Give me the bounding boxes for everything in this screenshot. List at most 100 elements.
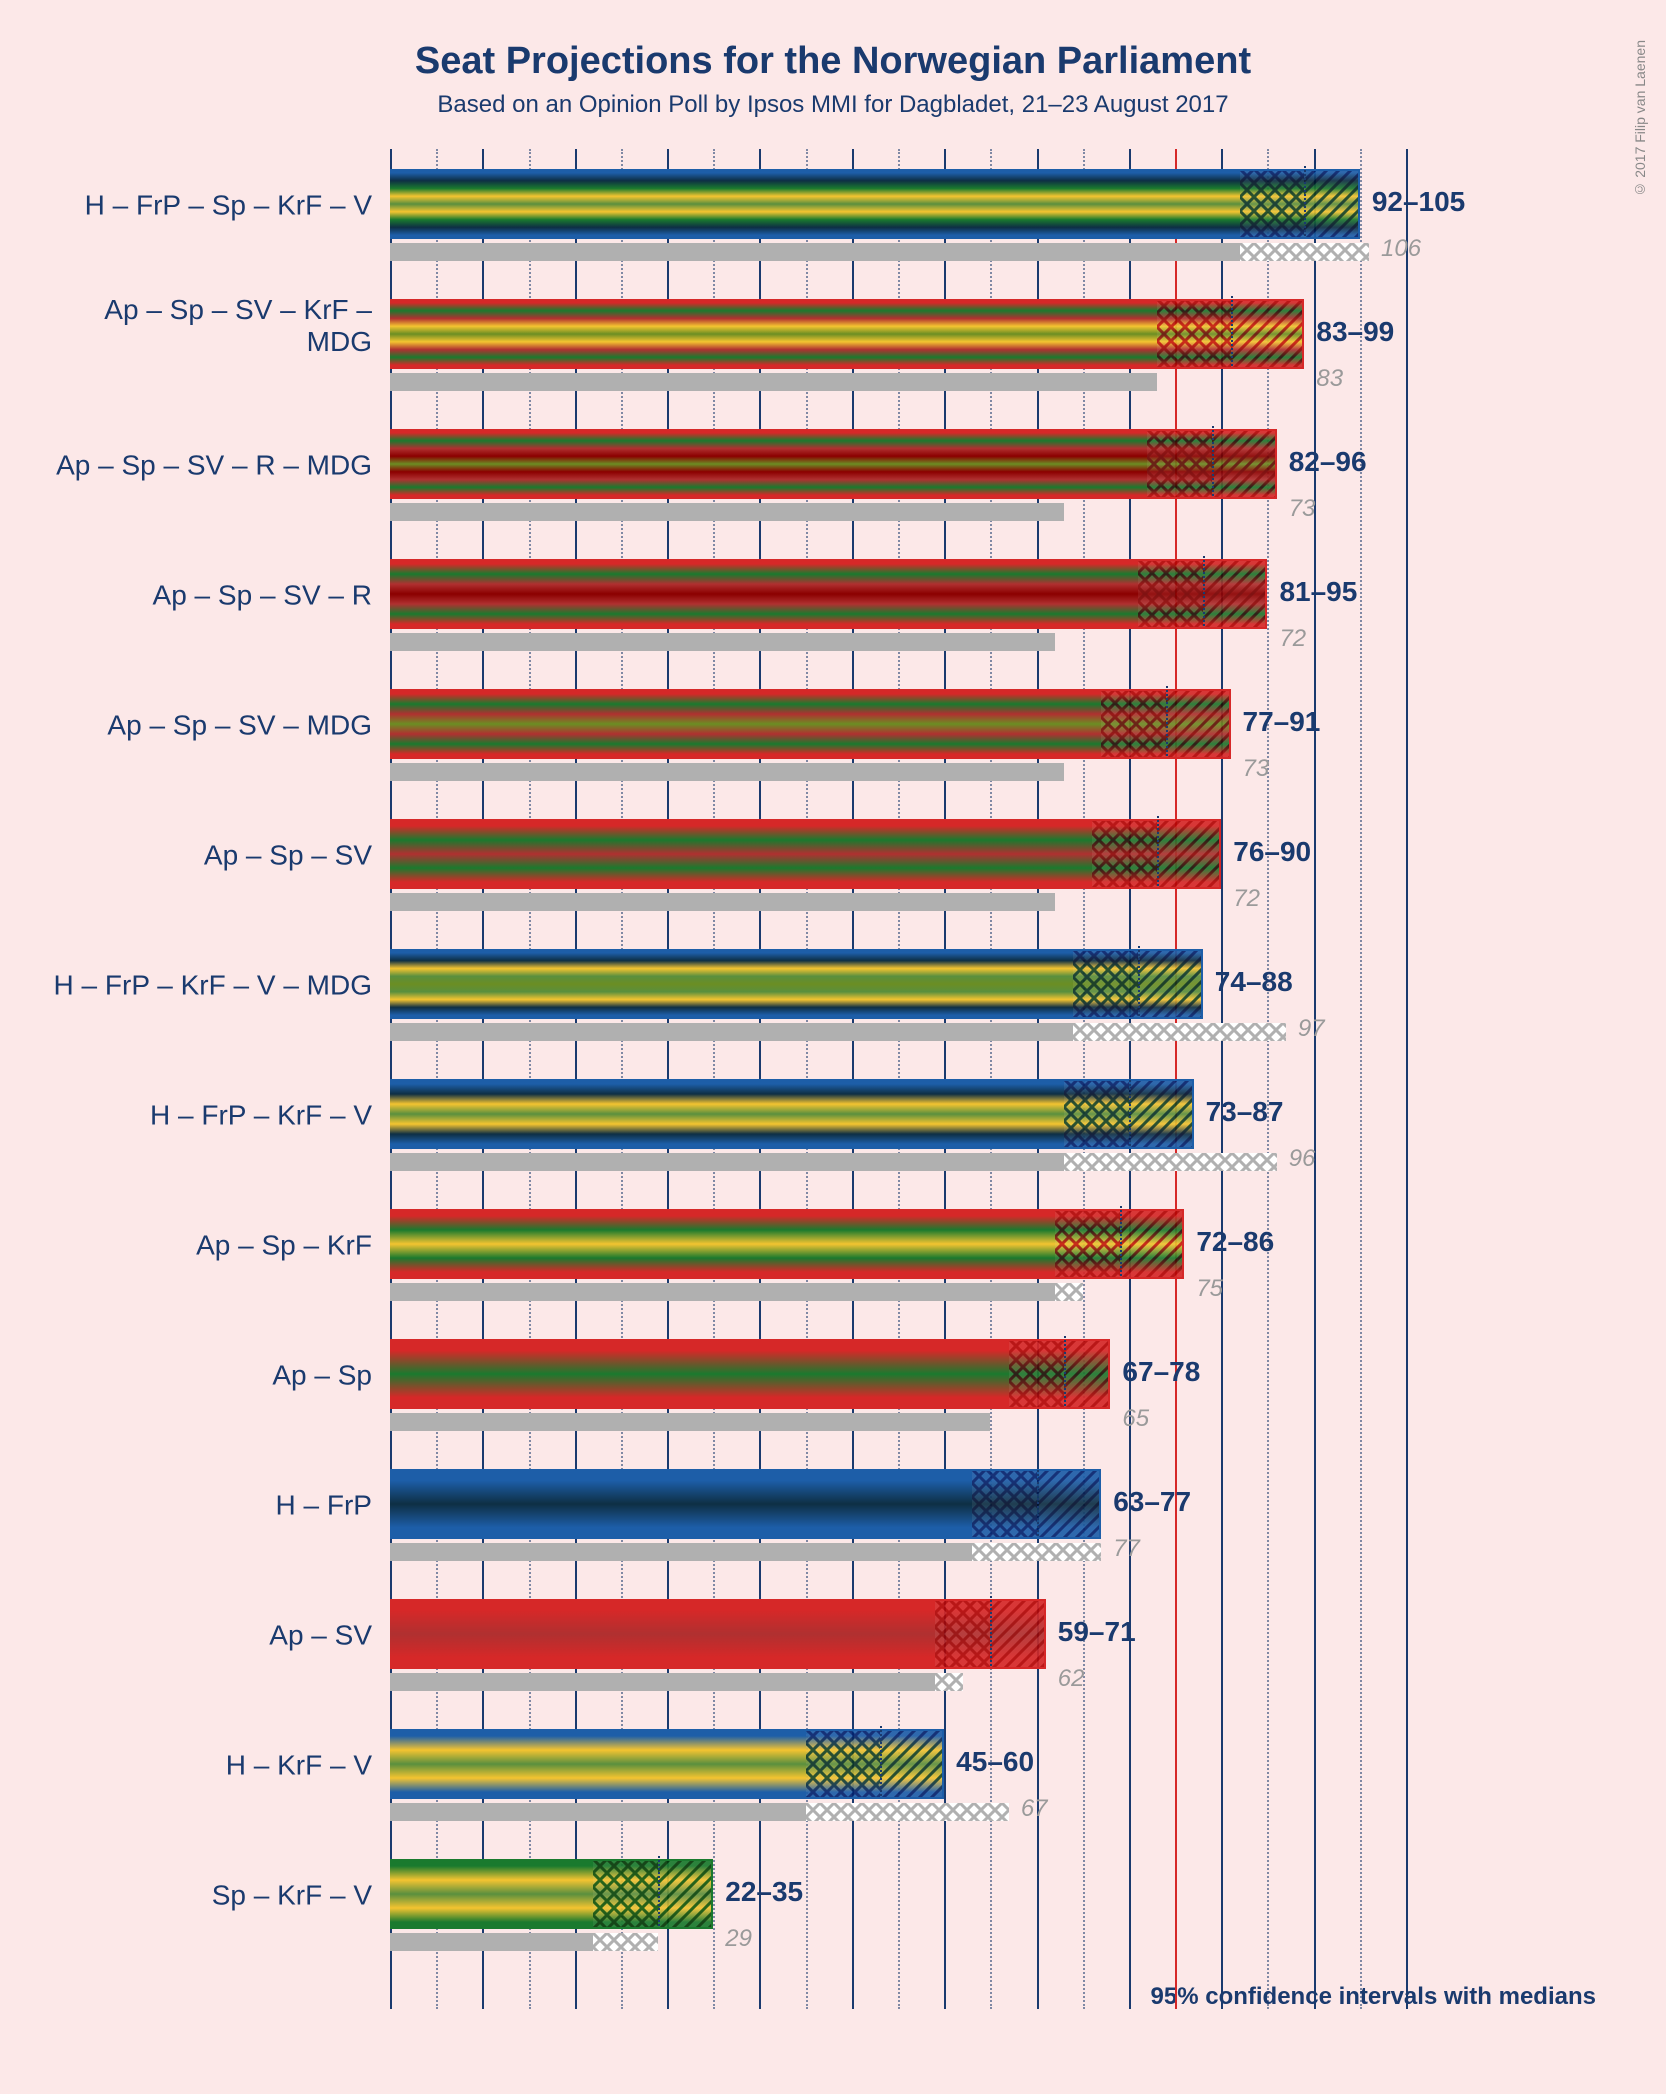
prev-bar-hatched [1240, 243, 1369, 261]
range-value: 83–99 [1316, 316, 1394, 348]
bar-outline [390, 1209, 1184, 1279]
prev-value: 96 [1289, 1145, 1316, 1173]
coalition-label: Ap – Sp [50, 1359, 380, 1391]
coalition-label: Ap – Sp – SV [50, 839, 380, 871]
median-tick [1138, 946, 1140, 1016]
prev-value: 72 [1233, 885, 1260, 913]
median-tick [1129, 1076, 1131, 1146]
median-tick [1157, 816, 1159, 886]
prev-bar-solid [390, 1413, 990, 1431]
prev-bar-hatched [1073, 1023, 1285, 1041]
coalition-label: H – FrP – KrF – V [50, 1099, 380, 1131]
prev-value: 67 [1021, 1795, 1048, 1823]
prev-bar-solid [390, 1803, 806, 1821]
bar-outline [390, 1599, 1046, 1669]
chart-plot-area: 95% confidence intervals with medians H … [390, 149, 1406, 2009]
prev-bar-solid [390, 633, 1055, 651]
coalition-label: Ap – SV [50, 1619, 380, 1651]
coalition-row: Ap – Sp67–7865 [390, 1339, 1406, 1431]
prev-bar-solid [390, 763, 1064, 781]
coalition-label: H – FrP [50, 1489, 380, 1521]
coalition-row: Ap – Sp – KrF72–8675 [390, 1209, 1406, 1301]
prev-value: 83 [1316, 365, 1343, 393]
range-value: 92–105 [1372, 186, 1465, 218]
range-value: 77–91 [1243, 706, 1321, 738]
range-value: 76–90 [1233, 836, 1311, 868]
prev-value: 72 [1279, 625, 1306, 653]
prev-bar-solid [390, 243, 1240, 261]
bar-outline [390, 949, 1203, 1019]
range-value: 63–77 [1113, 1486, 1191, 1518]
median-tick [1166, 686, 1168, 756]
prev-bar-solid [390, 1673, 935, 1691]
bar-outline [390, 819, 1221, 889]
chart-title: Seat Projections for the Norwegian Parli… [50, 40, 1616, 83]
bar-outline [390, 1079, 1194, 1149]
median-tick [658, 1856, 660, 1926]
range-value: 82–96 [1289, 446, 1367, 478]
median-tick [1304, 166, 1306, 236]
coalition-label: H – KrF – V [50, 1749, 380, 1781]
bar-outline [390, 689, 1231, 759]
range-value: 81–95 [1279, 576, 1357, 608]
prev-value: 65 [1122, 1405, 1149, 1433]
prev-bar-solid [390, 893, 1055, 911]
coalition-row: H – FrP – KrF – V – MDG74–8897 [390, 949, 1406, 1041]
range-value: 67–78 [1122, 1356, 1200, 1388]
prev-bar-hatched [806, 1803, 1009, 1821]
prev-bar-solid [390, 1933, 593, 1951]
coalition-row: Ap – Sp – SV76–9072 [390, 819, 1406, 911]
chart-subtitle: Based on an Opinion Poll by Ipsos MMI fo… [50, 91, 1616, 119]
prev-value: 73 [1243, 755, 1270, 783]
coalition-row: H – FrP – Sp – KrF – V92–105106 [390, 169, 1406, 261]
range-value: 74–88 [1215, 966, 1293, 998]
coalition-row: Ap – Sp – SV – MDG77–9173 [390, 689, 1406, 781]
coalition-row: Ap – Sp – SV – R – MDG82–9673 [390, 429, 1406, 521]
prev-value: 97 [1298, 1015, 1325, 1043]
bar-outline [390, 169, 1360, 239]
coalition-row: Sp – KrF – V22–3529 [390, 1859, 1406, 1951]
coalition-label: Ap – Sp – SV – KrF – MDG [50, 294, 380, 358]
coalition-label: Ap – Sp – KrF [50, 1229, 380, 1261]
coalition-row: H – FrP63–7777 [390, 1469, 1406, 1561]
prev-bar-solid [390, 503, 1064, 521]
prev-value: 77 [1113, 1535, 1140, 1563]
coalition-label: Ap – Sp – SV – R – MDG [50, 449, 380, 481]
prev-bar-hatched [1055, 1283, 1083, 1301]
prev-bar-hatched [1064, 1153, 1276, 1171]
bar-outline [390, 1469, 1101, 1539]
coalition-label: Sp – KrF – V [50, 1879, 380, 1911]
median-tick [1120, 1206, 1122, 1276]
coalition-label: Ap – Sp – SV – R [50, 579, 380, 611]
copyright-text: © 2017 Filip van Laenen [1632, 40, 1648, 198]
gridline-major [1406, 149, 1408, 2009]
median-tick [880, 1726, 882, 1796]
bar-outline [390, 1859, 713, 1929]
range-value: 45–60 [956, 1746, 1034, 1778]
coalition-label: H – FrP – Sp – KrF – V [50, 189, 380, 221]
prev-value: 62 [1058, 1665, 1085, 1693]
prev-bar-hatched [593, 1933, 658, 1951]
bar-outline [390, 429, 1277, 499]
prev-bar-solid [390, 1023, 1073, 1041]
coalition-row: H – KrF – V45–6067 [390, 1729, 1406, 1821]
median-tick [1231, 296, 1233, 366]
prev-bar-solid [390, 1543, 972, 1561]
coalition-row: H – FrP – KrF – V73–8796 [390, 1079, 1406, 1171]
bar-outline [390, 1729, 944, 1799]
prev-value: 75 [1196, 1275, 1223, 1303]
prev-value: 73 [1289, 495, 1316, 523]
coalition-row: Ap – SV59–7162 [390, 1599, 1406, 1691]
prev-bar-hatched [935, 1673, 963, 1691]
coalition-row: Ap – Sp – SV – KrF – MDG83–9983 [390, 299, 1406, 391]
prev-bar-solid [390, 1153, 1064, 1171]
range-value: 59–71 [1058, 1616, 1136, 1648]
prev-value: 29 [725, 1925, 752, 1953]
coalition-row: Ap – Sp – SV – R81–9572 [390, 559, 1406, 651]
median-tick [1212, 426, 1214, 496]
bar-outline [390, 299, 1304, 369]
coalition-label: H – FrP – KrF – V – MDG [50, 969, 380, 1001]
prev-bar-hatched [972, 1543, 1101, 1561]
prev-bar-solid [390, 373, 1157, 391]
bar-outline [390, 1339, 1110, 1409]
